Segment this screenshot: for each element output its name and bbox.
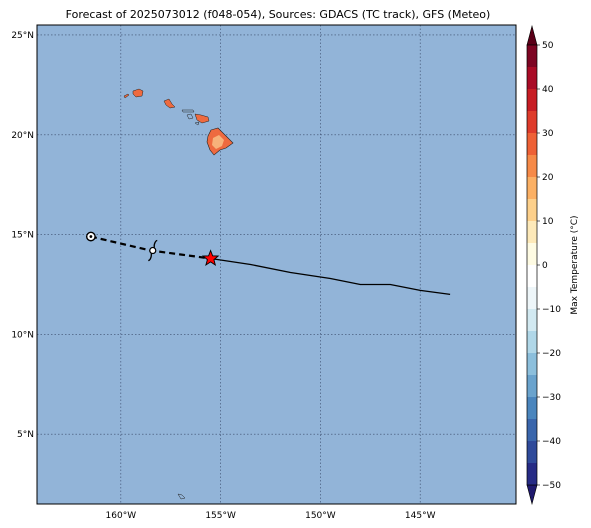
map-frame — [36, 24, 517, 505]
colorbar-tick-label: −30 — [542, 393, 561, 403]
colorbar-band — [527, 353, 537, 375]
island-kahoolawe — [194, 121, 200, 126]
colorbar-tick-label: −20 — [542, 349, 561, 359]
colorbar-tick-label: −10 — [542, 305, 561, 315]
colorbar-band — [527, 375, 537, 397]
colorbar-band — [527, 309, 537, 331]
colorbar-band — [527, 287, 537, 309]
colorbar-band — [527, 45, 537, 67]
colorbar-tick-label: −40 — [542, 437, 561, 447]
colorbar-band — [527, 155, 537, 177]
tc-track — [85, 231, 451, 296]
ocean-area — [37, 25, 516, 504]
island-niihau — [123, 93, 130, 99]
lon-tick-label: 145°W — [405, 511, 436, 521]
map-panel: 25°N 20°N 15°N 10°N 5°N 160°W 155°W 150°W 145°W — [11, 24, 517, 521]
island-molokai — [181, 109, 195, 113]
island-lanai — [186, 113, 194, 120]
lon-tick-label: 160°W — [106, 511, 137, 521]
track-start-dot — [89, 235, 93, 238]
colorbar-tick-label: 30 — [542, 129, 554, 139]
island-oahu — [163, 98, 176, 109]
colorbar-tick-label: 0 — [542, 261, 548, 271]
latitude-labels: 25°N 20°N 15°N 10°N 5°N — [11, 31, 34, 440]
reef-speck — [177, 493, 186, 500]
colorbar-tick-label: 40 — [542, 85, 554, 95]
lat-tick-label: 25°N — [11, 31, 34, 41]
island-maui — [194, 113, 210, 124]
colorbar-band — [527, 331, 537, 353]
current-position-star-icon — [201, 249, 220, 267]
lat-tick-label: 15°N — [11, 231, 34, 241]
colorbar-extend-high — [526, 24, 538, 46]
forecast-track-line — [210, 257, 451, 296]
colorbar-band — [527, 111, 537, 133]
colorbar-band — [527, 463, 537, 485]
lat-tick-label: 5°N — [17, 430, 34, 440]
colorbar-band — [527, 221, 537, 243]
lon-tick-label: 155°W — [205, 511, 236, 521]
map-title: Forecast of 2025073012 (f048-054), Sourc… — [66, 8, 491, 21]
longitude-labels: 160°W 155°W 150°W 145°W — [106, 511, 436, 521]
island-kauai — [132, 88, 144, 98]
colorbar-band — [527, 397, 537, 419]
colorbar-band — [527, 133, 537, 155]
colorbar-band — [527, 265, 537, 287]
lon-tick-label: 150°W — [305, 511, 336, 521]
lat-tick-label: 20°N — [11, 131, 34, 141]
colorbar-band — [527, 177, 537, 199]
colorbar-band — [527, 67, 537, 89]
hawaiian-islands — [123, 88, 234, 500]
colorbar: 50 40 30 20 10 0 −10 −20 −30 −40 −50 — [526, 24, 561, 506]
gridlines — [37, 25, 516, 504]
colorbar-band — [527, 199, 537, 221]
colorbar-band — [527, 419, 537, 441]
colorbar-tick-label: 10 — [542, 217, 554, 227]
colorbar-extend-low — [526, 484, 538, 506]
colorbar-label: Max Temperature (°C) — [570, 215, 580, 314]
colorbar-tick-label: 50 — [542, 41, 554, 51]
tropical-cyclone-icon — [148, 239, 158, 262]
lat-tick-label: 10°N — [11, 330, 34, 340]
island-hawaii-highland — [212, 135, 224, 149]
colorbar-band — [527, 243, 537, 265]
colorbar-tick-label: −50 — [542, 481, 561, 491]
colorbar-tick-label: 20 — [542, 173, 554, 183]
colorbar-band — [527, 441, 537, 463]
colorbar-band — [527, 89, 537, 111]
